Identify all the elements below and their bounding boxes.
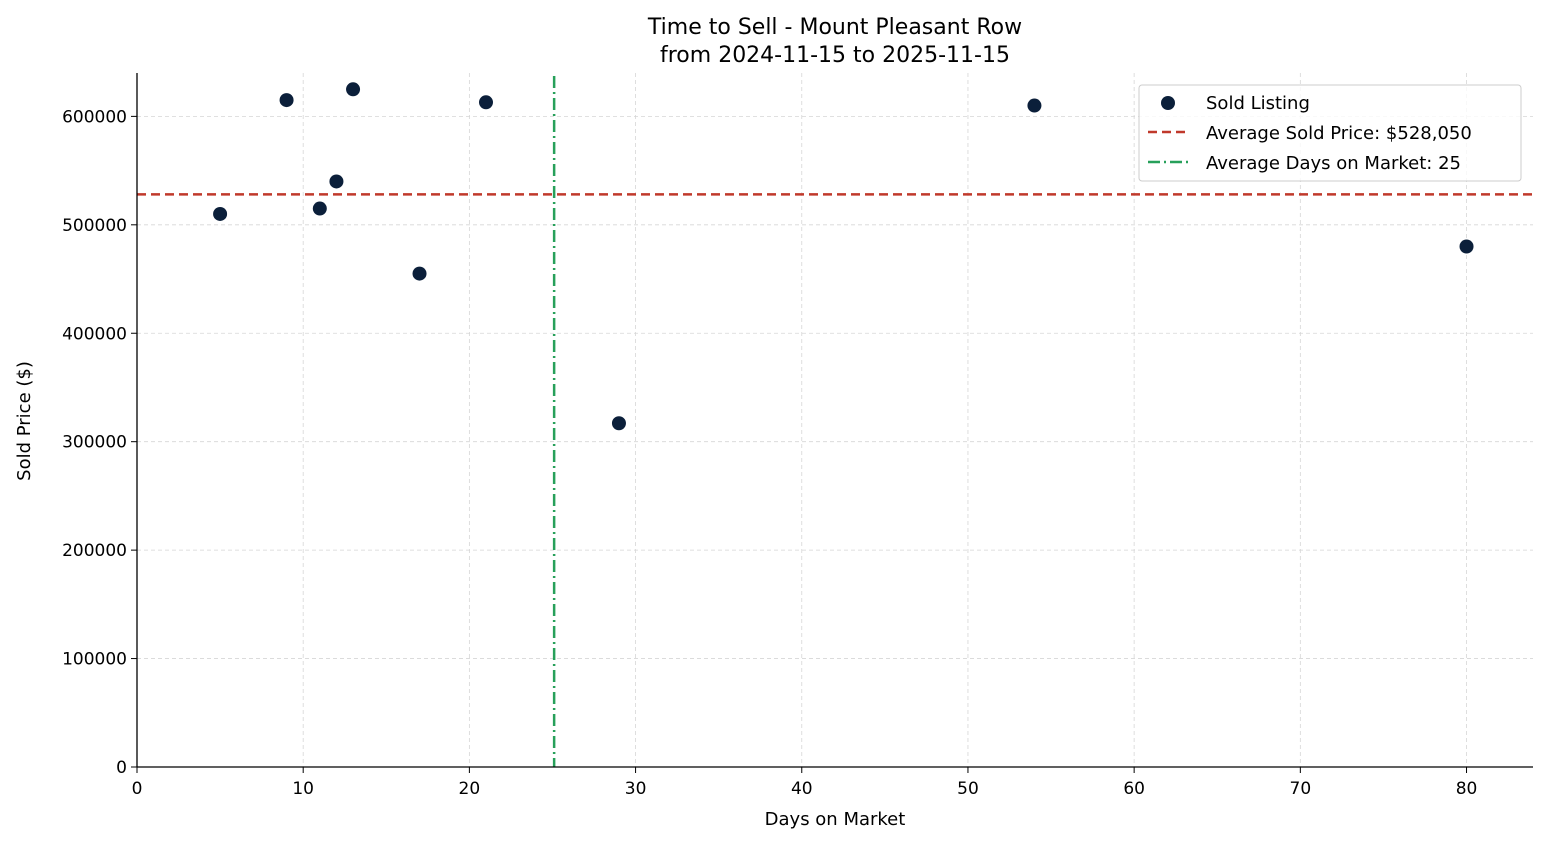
x-tick-label: 80 [1456, 779, 1478, 799]
legend-label-average-days: Average Days on Market: 25 [1206, 153, 1461, 174]
sold-listing-point [1459, 239, 1474, 254]
x-tick-label: 70 [1290, 779, 1312, 799]
y-axis-label: Sold Price ($) [14, 361, 35, 481]
sold-listing-point [1027, 98, 1042, 113]
x-tick-label: 0 [132, 779, 143, 799]
y-tick-label: 500000 [62, 216, 127, 236]
grid [137, 73, 1533, 767]
sold-listing-point [346, 82, 361, 97]
x-tick-label: 20 [459, 779, 481, 799]
y-tick-label: 100000 [62, 650, 127, 670]
x-tick-label: 30 [625, 779, 647, 799]
y-tick-label: 0 [116, 758, 127, 778]
x-tick-label: 40 [791, 779, 813, 799]
sold-listing-point [279, 93, 294, 108]
legend-box [1138, 84, 1522, 182]
sold-listing-point [329, 174, 344, 189]
chart-title: Time to Sell - Mount Pleasant Row [647, 15, 1022, 40]
sold-listing-point [479, 95, 493, 110]
sold-listing-point [213, 206, 228, 221]
x-tick-label: 60 [1123, 779, 1145, 799]
legend-label-sold-listing: Sold Listing [1206, 93, 1310, 114]
legend-label-average-price: Average Sold Price: $528,050 [1206, 123, 1472, 144]
x-tick-label: 50 [957, 779, 979, 799]
sold-listing-point [412, 266, 427, 281]
x-tick-label: 10 [292, 779, 314, 799]
data-points [213, 82, 1474, 431]
x-axis-label: Days on Market [765, 809, 906, 830]
y-tick-label: 200000 [62, 541, 127, 561]
ticks: 0 10 20 30 40 50 60 70 80 0 100000 200000 300000 4000… [62, 107, 1477, 799]
reference-lines [137, 76, 1533, 767]
legend-marker-sold-listing [1161, 96, 1175, 110]
y-tick-label: 400000 [62, 324, 127, 344]
y-tick-label: 600000 [62, 107, 127, 127]
legend: Sold Listing Average Sold Price: $528,05… [1138, 84, 1522, 182]
sold-listing-point [611, 416, 626, 431]
chart-subtitle: from 2024-11-15 to 2025-11-15 [660, 43, 1010, 68]
y-tick-label: 300000 [62, 433, 127, 453]
sold-listing-point [312, 201, 327, 216]
